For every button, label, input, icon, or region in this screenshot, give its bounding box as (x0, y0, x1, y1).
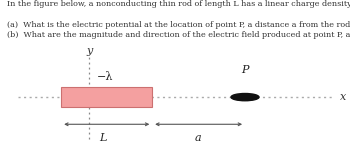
Circle shape (231, 93, 259, 101)
Bar (61, 87, 152, 107)
Text: a: a (195, 133, 201, 143)
Text: −λ: −λ (97, 72, 113, 82)
Text: L: L (99, 133, 107, 143)
Text: y: y (86, 46, 92, 56)
Text: P: P (241, 65, 249, 75)
Text: In the figure below, a nonconducting thin rod of length L has a linear charge de: In the figure below, a nonconducting thi… (7, 0, 350, 39)
Text: x: x (340, 92, 346, 102)
